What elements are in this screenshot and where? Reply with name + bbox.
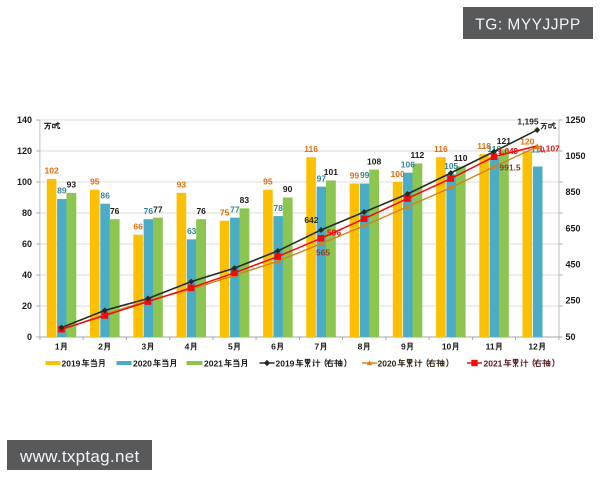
svg-text:2020: 2020 (133, 358, 152, 368)
svg-text:TG: MYYJJPP: TG: MYYJJPP (475, 17, 580, 34)
svg-text:78: 78 (273, 203, 283, 213)
svg-text:6: 6 (271, 342, 276, 352)
svg-text:250: 250 (566, 296, 581, 306)
svg-text:110: 110 (454, 153, 468, 163)
svg-text:2020: 2020 (378, 358, 397, 368)
svg-text:63: 63 (187, 226, 197, 236)
svg-text:450: 450 (566, 260, 581, 270)
svg-text:105: 105 (444, 161, 458, 171)
svg-text:83: 83 (240, 195, 250, 205)
svg-text:95: 95 (90, 177, 100, 187)
svg-text:50: 50 (566, 332, 576, 342)
svg-text:7: 7 (314, 342, 319, 352)
svg-text:1: 1 (55, 342, 60, 352)
svg-text:5: 5 (228, 342, 233, 352)
svg-text:108: 108 (367, 156, 381, 166)
svg-text:140: 140 (17, 115, 32, 125)
svg-text:642: 642 (304, 215, 318, 225)
svg-text:0: 0 (27, 332, 32, 342)
svg-text:100: 100 (17, 177, 32, 187)
svg-text:1250: 1250 (566, 115, 586, 125)
svg-text:20: 20 (22, 301, 32, 311)
svg-text:565: 565 (316, 248, 330, 258)
svg-text:120: 120 (520, 137, 534, 147)
svg-text:100: 100 (391, 169, 405, 179)
svg-text:596: 596 (327, 228, 341, 238)
svg-text:2: 2 (98, 342, 103, 352)
svg-text:1,107: 1,107 (539, 144, 561, 154)
svg-text:101: 101 (324, 167, 338, 177)
svg-text:1,048: 1,048 (498, 147, 519, 156)
svg-text:2021: 2021 (484, 358, 503, 368)
svg-text:89: 89 (57, 186, 67, 196)
svg-text:97: 97 (317, 173, 327, 183)
svg-text:110: 110 (531, 145, 545, 155)
svg-text:95: 95 (263, 177, 273, 187)
svg-text:121: 121 (497, 136, 511, 146)
svg-text:90: 90 (283, 184, 293, 194)
svg-text:93: 93 (177, 180, 187, 190)
svg-text:2019: 2019 (276, 358, 295, 368)
svg-text:75: 75 (220, 208, 230, 218)
svg-text:66: 66 (133, 222, 143, 232)
svg-text:1050: 1050 (566, 151, 586, 161)
svg-text:120: 120 (17, 146, 32, 156)
svg-text:118: 118 (477, 141, 491, 151)
svg-text:116: 116 (488, 144, 502, 154)
svg-text:116: 116 (434, 144, 448, 154)
svg-text:40: 40 (22, 270, 32, 280)
svg-text:106: 106 (401, 159, 415, 169)
svg-text:77: 77 (230, 204, 240, 214)
svg-text:93: 93 (67, 180, 77, 190)
svg-text:11: 11 (486, 342, 495, 352)
svg-text:2021: 2021 (204, 358, 223, 368)
svg-text:4: 4 (185, 342, 190, 352)
svg-text:8: 8 (358, 342, 363, 352)
svg-text:76: 76 (196, 206, 206, 216)
svg-text:9: 9 (401, 342, 406, 352)
svg-text:99: 99 (360, 170, 370, 180)
svg-text:76: 76 (144, 206, 154, 216)
svg-text:60: 60 (22, 239, 32, 249)
svg-text:80: 80 (22, 208, 32, 218)
svg-text:12: 12 (528, 342, 538, 352)
svg-text:2019: 2019 (62, 358, 81, 368)
svg-text:10: 10 (442, 342, 452, 352)
svg-text:3: 3 (141, 342, 146, 352)
svg-text:112: 112 (411, 150, 425, 160)
svg-text:650: 650 (566, 223, 581, 233)
svg-text:www.txptag.net: www.txptag.net (19, 447, 139, 466)
svg-text:116: 116 (304, 144, 318, 154)
svg-text:77: 77 (153, 204, 163, 214)
svg-text:86: 86 (100, 190, 110, 200)
svg-text:1,195: 1,195 (517, 117, 539, 127)
svg-text:991.5: 991.5 (499, 163, 521, 173)
svg-text:850: 850 (566, 187, 581, 197)
svg-text:102: 102 (45, 166, 59, 176)
svg-text:99: 99 (350, 170, 360, 180)
svg-text:76: 76 (110, 206, 120, 216)
